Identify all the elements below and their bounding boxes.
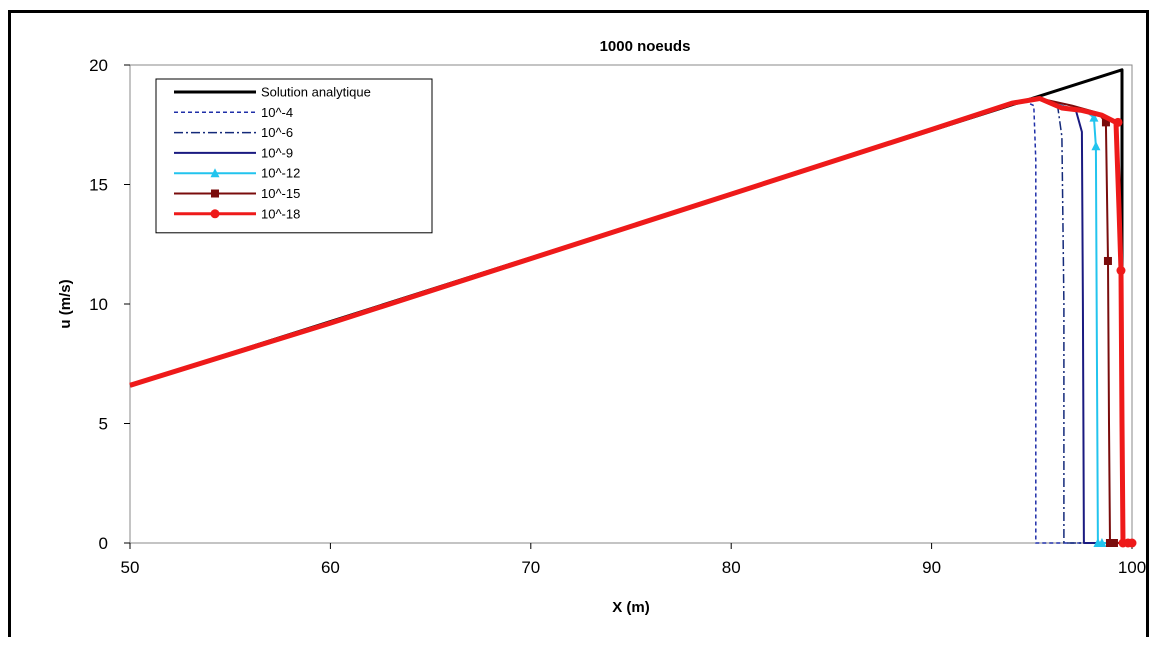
data-point [1127, 538, 1137, 548]
data-point [1105, 539, 1114, 547]
legend-label: Solution analytique [261, 85, 371, 100]
series-layer [129, 68, 1137, 548]
axes: 50 60 70 80 90 100 0 5 10 15 20 [89, 56, 1146, 577]
legend: Solution analytique 10^-4 10^-6 10^-9 10^-12… [155, 78, 433, 234]
series-line [1039, 97, 1132, 544]
legend-label: 10^-9 [261, 145, 293, 160]
data-point [1116, 266, 1126, 276]
y-tick-label: 5 [99, 415, 108, 434]
legend-label: 10^-18 [261, 206, 300, 221]
data-point [1097, 538, 1107, 547]
data-point [1109, 539, 1118, 547]
legend-item-10-12: 10^-12 [174, 166, 300, 181]
y-tick-label: 20 [89, 56, 108, 75]
y-axis-title: u (m/s) [57, 279, 74, 328]
legend-label: 10^-4 [261, 105, 293, 120]
legend-marker [210, 209, 220, 219]
series-line [129, 96, 1132, 546]
x-tick-label: 90 [922, 558, 941, 577]
legend-label: 10^-12 [261, 166, 300, 181]
legend-item-10-9: 10^-9 [174, 145, 293, 160]
x-tick-label: 80 [722, 558, 741, 577]
chart-frame [8, 10, 1149, 637]
y-tick-label: 0 [99, 534, 108, 553]
chart-title: 1000 noeuds [600, 38, 691, 55]
data-point [1101, 118, 1110, 127]
legend-marker [210, 168, 220, 178]
data-point [1089, 112, 1099, 122]
legend-item-10-4: 10^-4 [174, 105, 293, 120]
x-tick-label: 60 [321, 558, 340, 577]
legend-item-10-18: 10^-18 [174, 206, 300, 221]
legend-item-solution-analytique: Solution analytique [174, 85, 371, 100]
x-tick-label: 50 [121, 558, 140, 577]
legend-marker [211, 189, 219, 198]
series-10-15 [1039, 97, 1132, 547]
data-point [1091, 141, 1101, 151]
legend-item-10-6: 10^-6 [174, 125, 293, 140]
data-point [1113, 117, 1123, 127]
legend-label: 10^-6 [261, 125, 293, 140]
x-tick-label: 100 [1118, 558, 1146, 577]
data-point [1103, 256, 1112, 265]
series-10-18 [129, 96, 1137, 548]
y-tick-label: 15 [89, 176, 108, 195]
y-tick-label: 10 [89, 295, 108, 314]
x-axis-title: X (m) [612, 599, 650, 616]
legend-item-10-15: 10^-15 [174, 186, 300, 201]
legend-box [155, 78, 433, 234]
x-tick-label: 70 [521, 558, 540, 577]
legend-label: 10^-15 [261, 186, 300, 201]
